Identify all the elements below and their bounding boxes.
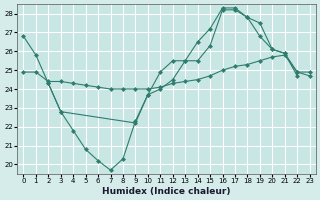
X-axis label: Humidex (Indice chaleur): Humidex (Indice chaleur)	[102, 187, 231, 196]
